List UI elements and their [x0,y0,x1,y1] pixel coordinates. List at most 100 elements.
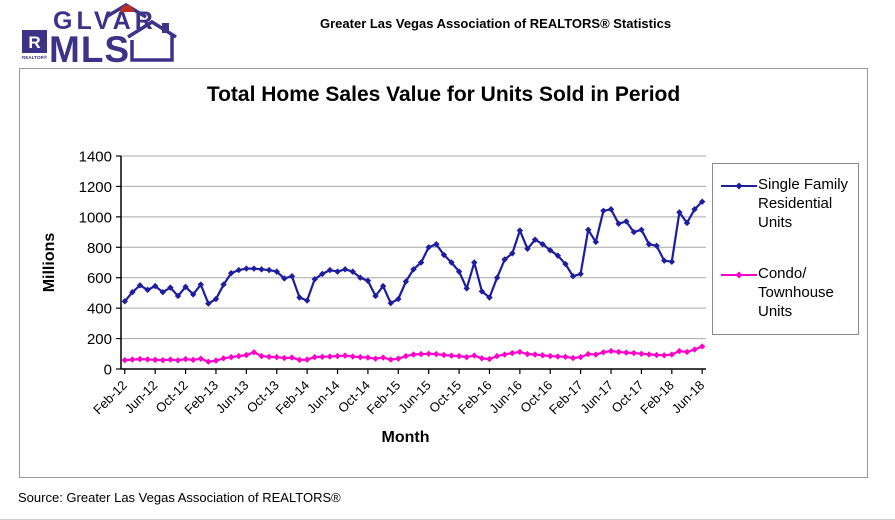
y-axis-title: Millions [41,233,58,293]
legend-entry-single-family: Single Family Residential Units [721,175,854,232]
single-family-line-marker-icon [721,182,757,190]
series-1-marker [281,354,288,362]
legend-label-single-family: Single Family Residential Units [758,176,849,232]
series-1-marker [402,352,410,360]
roof-icon [105,2,147,19]
x-tick-label: Feb-12 [90,378,130,418]
x-tick-label: Feb-15 [364,378,404,418]
chart-frame: Total Home Sales Value for Units Sold in… [19,68,868,478]
series-1-marker [661,352,668,359]
series-1-marker [668,351,676,358]
series-1-marker [531,351,539,358]
series-0-marker [516,227,524,234]
series-1-marker [235,352,242,360]
glvar-mls-logo-graphic: R REALTOR® GLVAR MLS [22,2,177,70]
series-0-marker [235,266,242,274]
series-0-marker [220,281,227,288]
red-fan-icon [120,5,134,12]
series-0-marker [395,295,402,303]
condo-line-marker-icon [721,271,757,279]
series-0-marker [615,220,622,227]
x-tick-label: Feb-18 [637,378,677,418]
series-0-marker [524,245,531,253]
series-1-marker [167,356,174,363]
series-1-marker [562,353,569,361]
series-1-marker [387,356,394,363]
series-0-marker [607,206,615,213]
series-1-marker [189,356,197,364]
series-1-marker [425,350,432,357]
series-0-marker [151,282,159,290]
series-1-marker [334,352,341,360]
series-0-marker [174,292,182,300]
series-1-marker [569,354,577,362]
y-tick-label: 200 [87,331,112,348]
series-1-marker [129,356,136,363]
series-0-marker [493,274,501,281]
series-0-marker [653,242,660,249]
series-0-marker [547,247,554,254]
series-1-marker [395,355,402,362]
series-0-marker [296,294,303,301]
series-1-marker [463,353,470,361]
series-1-marker [205,358,212,365]
series-1-marker [524,350,531,358]
series-0-marker [212,295,220,303]
series-0-marker [623,218,630,225]
series-0-marker [281,275,288,282]
series-0-marker [638,226,645,233]
series-0-marker [539,241,546,248]
series-1-marker [433,350,440,358]
series-0-marker [645,241,653,248]
series-1-marker [227,353,235,361]
series-1-marker [364,354,372,361]
x-tick-label: Feb-13 [181,378,221,418]
series-1-marker [440,351,448,359]
series-0-marker [661,257,668,264]
series-1-marker [341,352,349,359]
chart-title: Total Home Sales Value for Units Sold in… [206,83,681,106]
chimney-icon [162,23,169,33]
series-0-marker [699,198,706,205]
series-1-marker [136,355,144,363]
series-1-marker [547,352,554,360]
series-1-marker [265,353,273,361]
series-1-marker [174,357,182,364]
chart-legend: Single Family Residential Units Condo/ T… [712,163,859,335]
series-1-marker [645,351,653,358]
series-0-marker [562,260,569,268]
series-0-marker [227,269,235,277]
series-1-marker [486,355,493,363]
series-0-marker [554,252,562,259]
series-0-marker [501,256,508,263]
series-0-marker [379,282,387,290]
series-1-marker [357,353,364,361]
series-0-marker [288,272,296,280]
x-tick-label: Feb-16 [455,378,495,418]
series-1-marker [539,352,546,359]
series-1-marker [151,356,159,364]
series-1-marker [630,349,638,357]
x-tick-label: Jun-15 [395,378,434,417]
series-1-marker [379,354,387,361]
series-0-marker [182,283,189,291]
series-0-marker [463,285,470,292]
series-0-marker [478,288,486,295]
series-1-marker [159,356,166,364]
series-1-marker [478,355,486,362]
series-1-marker [243,351,250,359]
series-1-marker [676,347,683,355]
x-tick-label: Jun-16 [486,378,525,417]
series-0-marker [334,268,341,275]
series-1-marker [683,348,691,356]
series-0-marker [683,219,691,227]
x-tick-label: Feb-17 [546,378,586,418]
chart-plot: 0200400600800100012001400Feb-12Jun-12Oct… [41,149,707,447]
y-tick-label: 1400 [79,149,112,166]
series-1-marker [501,351,508,358]
series-1-marker [600,349,607,356]
series-1-marker [220,355,227,362]
series-1-marker [197,355,204,362]
series-0-marker [676,209,683,216]
series-0-marker [265,266,273,274]
